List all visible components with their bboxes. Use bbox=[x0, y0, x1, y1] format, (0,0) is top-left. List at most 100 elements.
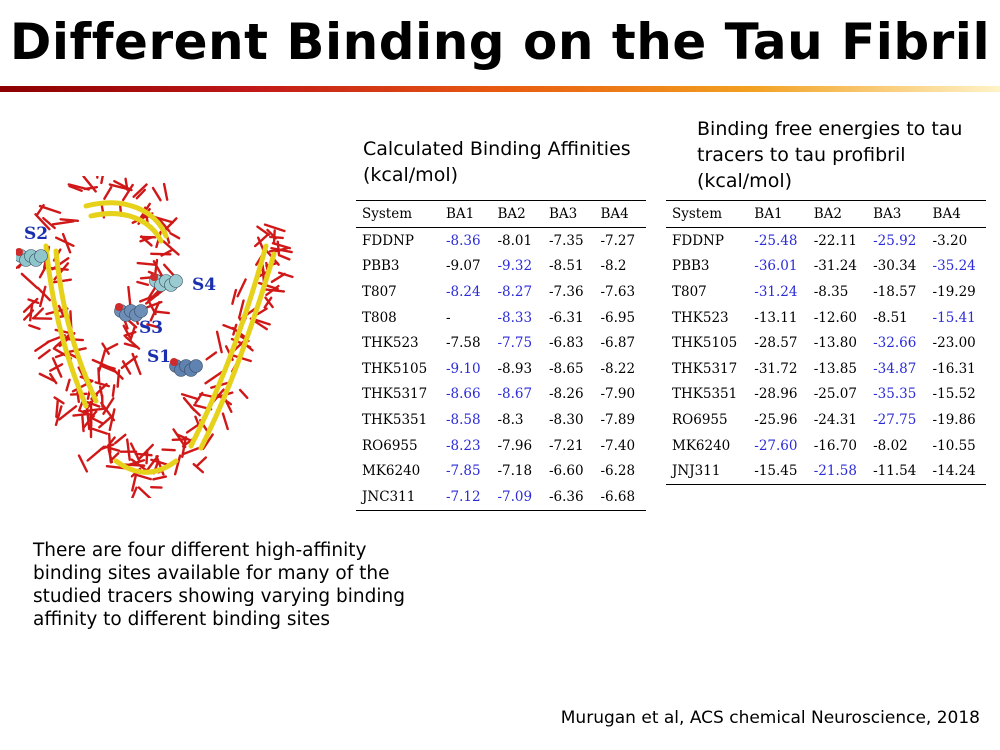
value-cell: -7.90 bbox=[600, 386, 636, 403]
table-row: T808 - -8.33 -6.31 -6.95 bbox=[356, 305, 646, 331]
value-cell: -36.01 bbox=[754, 258, 798, 275]
sidechain-stick bbox=[98, 416, 112, 429]
value-cell: -8.22 bbox=[600, 360, 636, 377]
sidechain-stick bbox=[51, 220, 75, 226]
sidechain-stick bbox=[277, 271, 294, 279]
system-name-cell: T807 bbox=[362, 283, 397, 300]
value-cell: -12.60 bbox=[813, 309, 857, 326]
value-cell: -13.85 bbox=[813, 360, 857, 377]
table-row: THK5317 -8.66 -8.67 -8.26 -7.90 bbox=[356, 382, 646, 408]
sidechain-stick bbox=[102, 364, 116, 370]
value-cell: -31.72 bbox=[754, 360, 798, 377]
value-cell: -21.58 bbox=[807, 458, 868, 485]
sidechain-stick bbox=[89, 400, 93, 418]
sidechain-stick bbox=[263, 223, 286, 233]
value-cell: -25.48 bbox=[754, 232, 798, 249]
table-row: THK5351 -8.58 -8.3 -8.30 -7.89 bbox=[356, 407, 646, 433]
value-cell: -8.2 bbox=[600, 258, 627, 275]
ligand-s4 bbox=[169, 274, 183, 288]
ligand-s2-oxygen bbox=[15, 248, 23, 256]
sidechain-stick bbox=[192, 462, 205, 474]
table-row: JNC311 -7.12 -7.09 -6.36 -6.68 bbox=[356, 483, 646, 511]
sidechain-stick bbox=[232, 354, 252, 363]
value-cell: -8.93 bbox=[497, 360, 533, 377]
sidechain-stick bbox=[58, 405, 78, 421]
sidechain-stick bbox=[116, 369, 121, 388]
sidechain-stick bbox=[162, 263, 175, 277]
value-cell: -15.41 bbox=[932, 309, 976, 326]
value-cell: -25.96 bbox=[754, 411, 798, 428]
sidechain-stick bbox=[77, 454, 89, 473]
sidechain-stick bbox=[42, 216, 56, 230]
sidechain-stick bbox=[57, 304, 65, 318]
column-header: BA1 bbox=[748, 200, 808, 228]
sidechain-stick bbox=[172, 428, 187, 449]
system-name-cell: MK6240 bbox=[672, 437, 731, 454]
value-cell: -31.24 bbox=[754, 283, 798, 300]
site-label-s4: S4 bbox=[192, 275, 217, 295]
column-header: BA2 bbox=[491, 200, 543, 228]
sidechain-stick bbox=[139, 235, 155, 243]
value-cell: -7.36 bbox=[548, 283, 584, 300]
ligand-s3-oxygen bbox=[115, 303, 123, 311]
sidechain-stick bbox=[182, 396, 196, 412]
sidechain-stick bbox=[238, 388, 249, 400]
value-cell: -27.60 bbox=[754, 437, 798, 454]
sidechain-stick bbox=[256, 236, 265, 251]
sidechain-stick bbox=[111, 384, 116, 398]
sidechain-stick bbox=[272, 229, 276, 244]
value-cell: -7.63 bbox=[600, 283, 636, 300]
sidechain-stick bbox=[105, 465, 126, 470]
value-cell: -6.68 bbox=[594, 483, 646, 511]
system-name-cell: FDDNP bbox=[362, 232, 414, 249]
sidechain-stick bbox=[231, 288, 238, 305]
value-cell: -8.35 bbox=[813, 283, 849, 300]
sidechain-stick bbox=[204, 370, 223, 385]
sidechain-stick bbox=[147, 299, 157, 316]
value-cell: - bbox=[445, 309, 451, 326]
value-cell: -8.30 bbox=[548, 411, 584, 428]
sidechain-stick bbox=[262, 288, 286, 293]
site-label-s3: S3 bbox=[139, 318, 164, 338]
sidechain-stick bbox=[132, 183, 148, 198]
sidechain-stick bbox=[83, 186, 99, 191]
site-label-s2: S2 bbox=[24, 224, 49, 244]
sidechain-stick bbox=[135, 188, 147, 200]
value-cell: -9.07 bbox=[445, 258, 481, 275]
ligand-s1-oxygen bbox=[170, 358, 178, 366]
value-cell: -6.87 bbox=[600, 335, 636, 352]
column-header: BA4 bbox=[594, 200, 646, 228]
sidechain-stick bbox=[54, 236, 75, 247]
value-cell: -19.86 bbox=[932, 411, 976, 428]
value-cell: -11.54 bbox=[867, 458, 927, 485]
table-row: THK5317 -31.72 -13.85 -34.87 -16.31 bbox=[666, 356, 986, 382]
value-cell: -23.00 bbox=[932, 335, 976, 352]
sidechain-stick bbox=[86, 401, 101, 408]
sidechain-stick bbox=[161, 448, 176, 452]
value-cell: -7.09 bbox=[491, 483, 543, 511]
system-name-cell: THK523 bbox=[362, 335, 419, 352]
sidechain-stick bbox=[136, 280, 150, 286]
calculated-binding-affinities-table: System BA1 BA2 BA3 BA4 FDDNP -8.36 -8.01 -7.35-… bbox=[356, 200, 646, 511]
system-name-cell: THK5317 bbox=[672, 360, 738, 377]
sidechain-stick bbox=[169, 232, 181, 240]
value-cell: -7.12 bbox=[439, 483, 492, 511]
sidechain-stick bbox=[22, 297, 39, 313]
value-cell: -8.36 bbox=[445, 232, 481, 249]
system-name-cell: JNJ311 bbox=[666, 458, 749, 485]
sidechain-stick bbox=[106, 343, 119, 351]
system-name-cell: THK5351 bbox=[362, 411, 428, 428]
column-header: System bbox=[666, 200, 749, 228]
value-cell: -32.66 bbox=[873, 335, 917, 352]
value-cell: -8.23 bbox=[445, 437, 481, 454]
column-header: BA2 bbox=[807, 200, 868, 228]
sidechain-stick bbox=[103, 186, 113, 200]
sidechain-stick bbox=[140, 235, 153, 247]
sidechain-stick bbox=[236, 278, 247, 298]
value-cell: -9.10 bbox=[445, 360, 481, 377]
system-name-cell: PBB3 bbox=[362, 258, 400, 275]
sidechain-stick bbox=[256, 307, 268, 316]
table-row: THK5351 -28.96 -25.07 -35.35 -15.52 bbox=[666, 382, 986, 408]
value-cell: -15.52 bbox=[932, 386, 976, 403]
sidechain-stick bbox=[28, 324, 41, 331]
